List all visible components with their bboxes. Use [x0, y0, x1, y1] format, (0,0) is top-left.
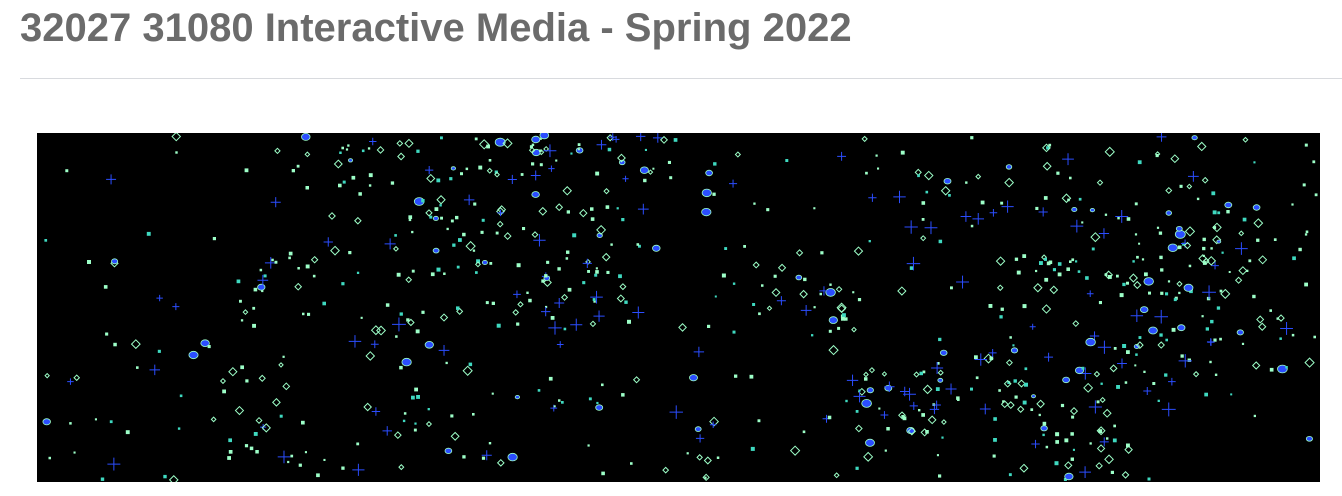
particle-pattern-image [42, 133, 1318, 482]
course-banner-image [37, 133, 1320, 482]
page-title: 32027 31080 Interactive Media - Spring 2… [20, 6, 852, 50]
title-divider [20, 78, 1342, 79]
